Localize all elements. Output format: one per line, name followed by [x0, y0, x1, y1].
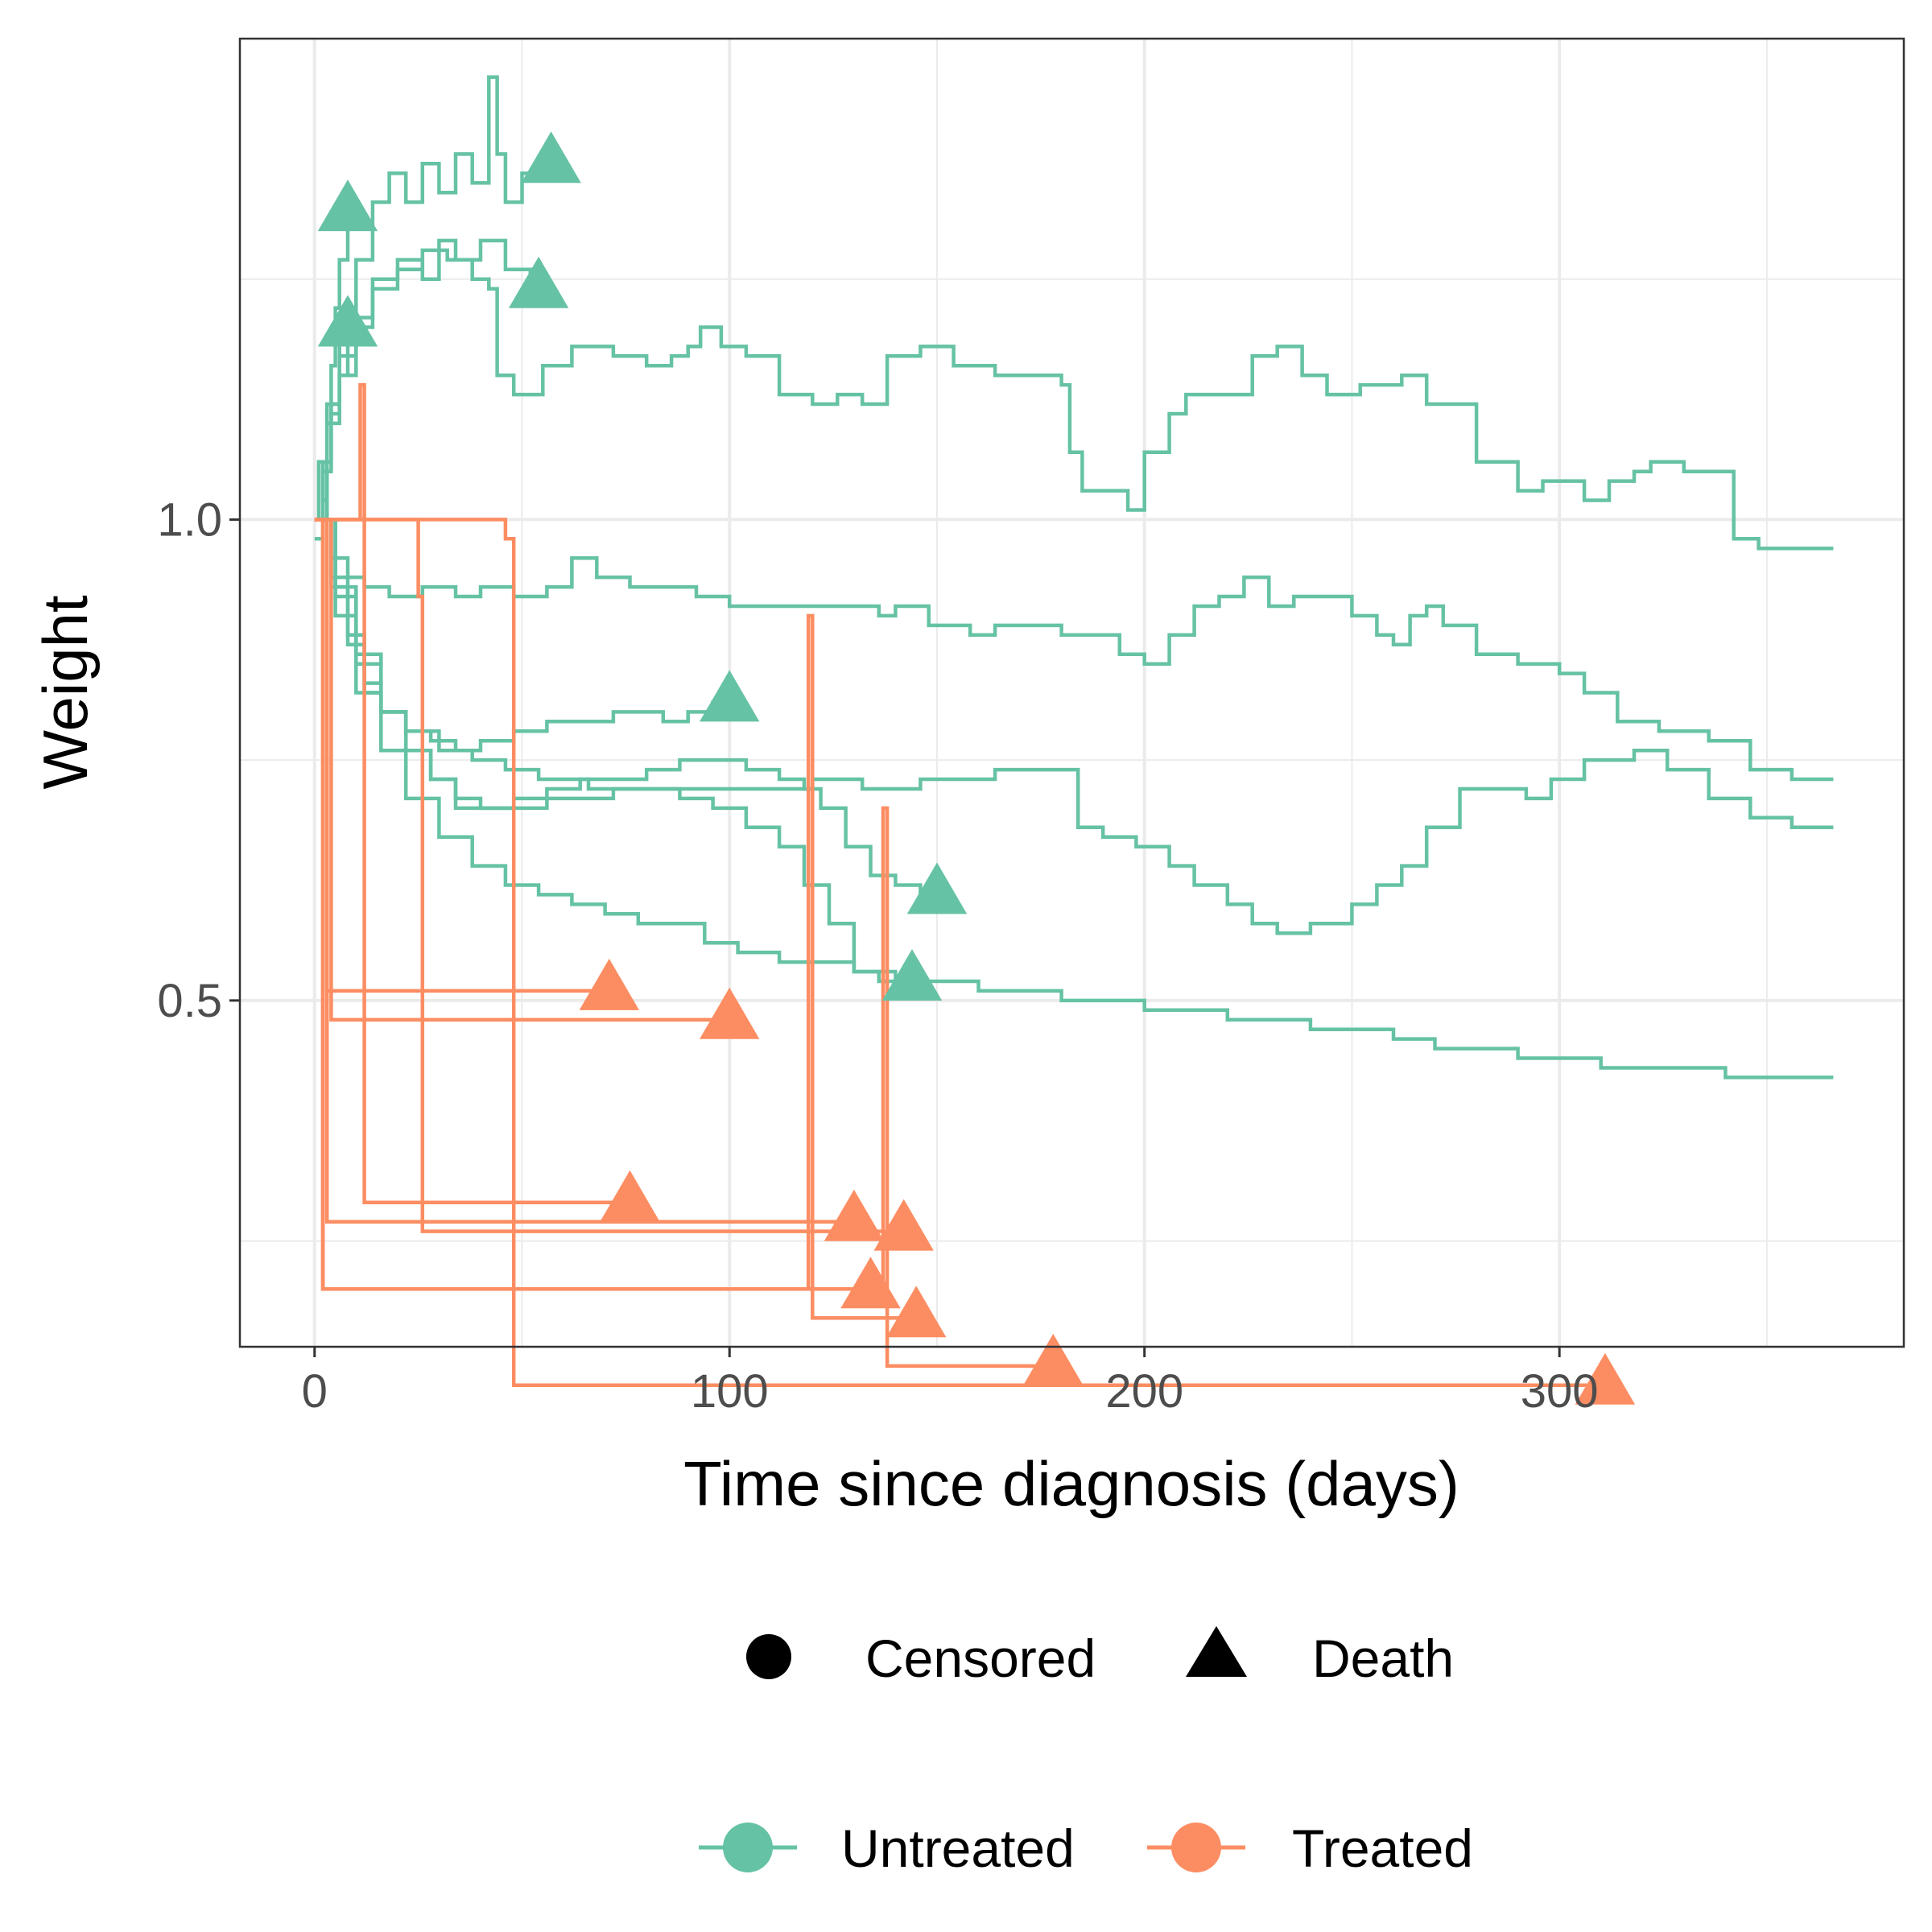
plot-border: [238, 37, 1905, 1348]
x-axis: 0 100 200 300: [302, 1347, 1599, 1418]
x-axis-title: Time since diagnosis (days): [683, 1448, 1459, 1519]
death-marker-treated: [1023, 1333, 1084, 1385]
death-marker-untreated: [317, 180, 378, 232]
death-marker-treated: [1575, 1352, 1636, 1405]
plot-panel: [240, 39, 1904, 1347]
death-marker-untreated: [317, 295, 378, 347]
death-marker-untreated: [700, 670, 760, 722]
legend-treated-label: Treated: [1292, 1818, 1473, 1878]
death-marker-untreated: [521, 131, 581, 184]
y-axis: 0.5 1.0: [157, 493, 240, 1027]
y-tick-label: 1.0: [157, 493, 222, 546]
death-marker-treated: [840, 1257, 901, 1309]
series-line-untreated: [314, 518, 1834, 1080]
x-tick-label: 300: [1521, 1365, 1599, 1418]
death-marker-untreated: [906, 862, 968, 914]
legend-death-label: Death: [1312, 1629, 1454, 1688]
x-tick-label: 200: [1105, 1365, 1183, 1418]
marker-layer: [317, 131, 1636, 1405]
legend-censored-circle-icon: [746, 1634, 791, 1679]
color-legend: Untreated Treated: [699, 1818, 1473, 1878]
death-marker-treated: [700, 987, 760, 1039]
death-marker-treated: [579, 958, 639, 1010]
series-line-treated: [314, 518, 1605, 1388]
shape-legend: Censored Death: [746, 1626, 1454, 1688]
legend-untreated-point-icon: [723, 1823, 773, 1872]
series-layer: [314, 75, 1834, 1388]
legend-untreated-label: Untreated: [841, 1818, 1075, 1878]
legend-censored-label: Censored: [865, 1629, 1096, 1688]
series-line-untreated: [314, 238, 1834, 551]
x-tick-label: 100: [691, 1365, 769, 1418]
grid-major: [240, 39, 1904, 1347]
death-marker-treated: [886, 1286, 947, 1338]
series-line-untreated: [314, 518, 912, 984]
death-marker-treated: [600, 1170, 660, 1222]
y-axis-title: Weight: [30, 595, 101, 790]
legend-death-triangle-icon: [1186, 1626, 1247, 1677]
series-line-untreated: [314, 518, 1834, 935]
series-line-treated: [314, 518, 1054, 1368]
death-marker-treated: [873, 1199, 934, 1251]
y-tick-label: 0.5: [157, 975, 222, 1027]
legend-treated-point-icon: [1171, 1823, 1221, 1872]
death-marker-treated: [824, 1189, 885, 1241]
death-marker-untreated: [881, 949, 943, 1001]
x-tick-label: 0: [302, 1365, 328, 1418]
death-marker-untreated: [508, 256, 569, 308]
